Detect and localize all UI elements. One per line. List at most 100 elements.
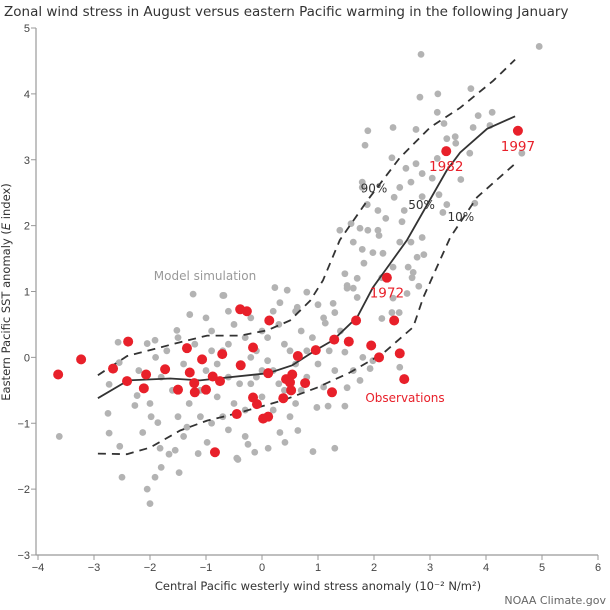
- y-tick-label: 0: [24, 352, 30, 364]
- model-point: [518, 149, 526, 157]
- observation-point: [207, 371, 218, 382]
- model-point: [225, 307, 232, 315]
- model-point: [281, 438, 289, 446]
- model-point: [154, 419, 162, 426]
- model-point: [320, 314, 327, 322]
- model-point: [358, 245, 366, 253]
- model-point: [452, 139, 460, 147]
- percentile-curves: [97, 58, 516, 456]
- year-label: 1982: [429, 159, 463, 175]
- model-point: [440, 120, 448, 127]
- model-point: [275, 380, 283, 388]
- model-point: [175, 469, 183, 477]
- model-point: [358, 178, 366, 186]
- model-point: [294, 427, 302, 434]
- credit: NOAA Climate.gov: [504, 594, 606, 607]
- curve-label: 50%: [408, 198, 435, 212]
- model-point: [225, 426, 232, 434]
- model-point: [225, 340, 232, 348]
- model-point: [264, 444, 272, 452]
- model-point: [395, 309, 403, 316]
- model-point: [180, 433, 188, 440]
- model-point: [115, 359, 123, 367]
- model-point: [396, 363, 404, 371]
- model-point: [356, 224, 364, 232]
- model-point: [241, 406, 249, 414]
- model-point: [374, 226, 382, 234]
- model-point: [535, 43, 543, 50]
- x-tick-label: 0: [259, 562, 265, 574]
- model-point: [104, 409, 112, 417]
- curve-90pct: [97, 58, 516, 376]
- model-point: [435, 191, 443, 199]
- model-point: [174, 413, 182, 421]
- model-point: [418, 193, 426, 201]
- observation-point-1972: [381, 272, 392, 283]
- model-point: [389, 263, 397, 271]
- model-point: [314, 301, 322, 309]
- model-point: [281, 386, 288, 394]
- x-tick-label: 1: [315, 562, 321, 574]
- model-point: [324, 402, 332, 410]
- model-point: [133, 392, 141, 399]
- model-point: [292, 400, 299, 407]
- model-point: [404, 263, 412, 271]
- model-point: [183, 423, 191, 431]
- model-point: [331, 309, 339, 316]
- model-point: [276, 299, 284, 307]
- model-point: [443, 135, 451, 143]
- model-point: [194, 450, 202, 457]
- observation-point: [231, 409, 242, 420]
- model-point: [208, 419, 216, 427]
- model-point: [151, 473, 159, 481]
- observation-point: [285, 377, 295, 388]
- model-point: [329, 299, 337, 307]
- model-point: [358, 184, 366, 191]
- x-tick-label: −1: [200, 562, 213, 574]
- model-point: [309, 448, 317, 455]
- observation-point: [251, 399, 262, 410]
- y-axis-label-var: E: [0, 222, 13, 230]
- chart-title: Zonal wind stress in August versus easte…: [4, 4, 568, 20]
- observation-point: [181, 343, 192, 354]
- y-tick-label: −1: [17, 418, 30, 430]
- model-point: [171, 446, 179, 454]
- model-point: [364, 127, 372, 135]
- model-point: [321, 319, 329, 327]
- observation-point: [189, 378, 200, 389]
- model-point: [271, 284, 279, 291]
- model-point: [361, 141, 369, 149]
- model-point: [457, 176, 465, 183]
- model-point: [390, 193, 398, 201]
- x-tick-label: −4: [32, 562, 45, 574]
- model-point: [474, 112, 482, 120]
- x-tick-label: 4: [483, 562, 489, 574]
- model-point: [433, 155, 441, 162]
- model-point: [336, 226, 344, 234]
- observation-point: [399, 374, 410, 385]
- model-point: [173, 326, 181, 334]
- observation-point: [201, 384, 211, 395]
- model-point: [234, 456, 242, 463]
- model-point: [55, 433, 63, 440]
- model-point: [147, 413, 155, 421]
- model-point: [203, 438, 211, 446]
- model-point: [402, 164, 410, 172]
- model-point: [349, 238, 357, 246]
- observation-point-1982: [441, 146, 452, 157]
- model-point: [466, 149, 474, 157]
- observation-point: [343, 336, 354, 347]
- model-point: [264, 357, 271, 365]
- observation-point: [197, 354, 208, 365]
- x-tick-label: 5: [539, 562, 545, 574]
- model-simulation-label: Model simulation: [154, 269, 256, 283]
- y-tick-label: 1: [24, 287, 30, 299]
- model-point: [471, 199, 479, 207]
- model-point: [165, 450, 173, 458]
- model-point: [213, 360, 221, 368]
- observation-point: [184, 367, 195, 378]
- model-point: [416, 93, 424, 101]
- model-point: [251, 448, 259, 456]
- model-point: [185, 400, 193, 407]
